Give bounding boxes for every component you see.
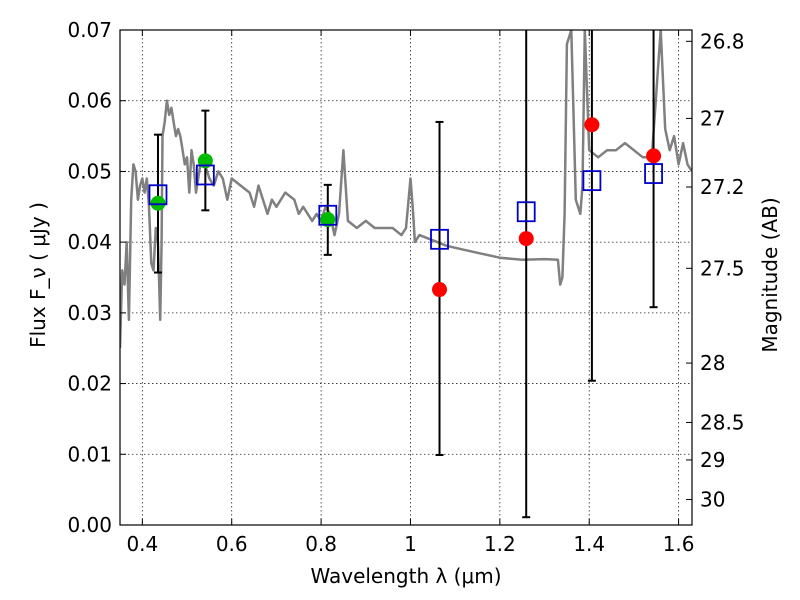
plot-frame — [119, 29, 693, 526]
model-flux-square — [516, 201, 536, 223]
data-points-layer — [148, 117, 663, 298]
model-spectrum-line — [120, 30, 692, 349]
right-tick-label: 29 — [700, 448, 725, 472]
y-tick-label: 0.02 — [67, 372, 112, 396]
detected-flux-point — [150, 195, 166, 211]
right-tick-label: 26.8 — [700, 29, 745, 53]
y-tick-label: 0.05 — [67, 159, 112, 183]
x-tick-label: 1 — [404, 532, 417, 556]
model-spectrum-layer — [120, 30, 692, 349]
model-flux-square — [582, 170, 602, 192]
detected-flux-point — [320, 212, 336, 228]
grid-lines — [120, 30, 692, 525]
right-tick-label: 27.2 — [700, 175, 745, 199]
model-flux-square — [318, 204, 338, 226]
model-flux-square — [430, 228, 449, 250]
x-tick-label: 0.8 — [305, 532, 337, 556]
right-tick-label: 30 — [700, 488, 725, 512]
y-tick-label: 0.01 — [67, 442, 112, 466]
x-tick-label: 0.4 — [126, 532, 158, 556]
y-tick-label: 0.03 — [67, 301, 112, 325]
model-flux-square — [195, 164, 215, 186]
x-tick-label: 1.2 — [484, 532, 516, 556]
x-axis-title: Wavelength λ (μm) — [310, 564, 501, 588]
upper-flux-point — [584, 117, 600, 133]
upper-flux-point — [646, 148, 662, 164]
upper-flux-point — [432, 282, 448, 298]
right-tick-label: 28.5 — [700, 410, 745, 434]
axis-ticks — [120, 29, 692, 526]
model-flux-square — [148, 184, 168, 206]
error-bars-layer — [153, 30, 658, 519]
y-tick-label: 0.07 — [67, 18, 112, 42]
right-axis-title: Magnitude (AB) — [758, 197, 782, 352]
upper-flux-point — [518, 231, 534, 247]
y-tick-label: 0.06 — [67, 89, 112, 113]
y-tick-label: 0.04 — [67, 230, 112, 254]
x-tick-label: 0.6 — [216, 532, 248, 556]
y-tick-label: 0.00 — [67, 513, 112, 537]
right-tick-label: 27.5 — [700, 256, 745, 280]
model-flux-square — [644, 163, 663, 184]
y-axis-title: Flux F_ν ( μJy ) — [26, 202, 50, 348]
x-tick-label: 1.6 — [663, 532, 695, 556]
x-tick-label: 1.4 — [573, 532, 605, 556]
right-tick-label: 27 — [700, 106, 725, 130]
right-tick-label: 28 — [700, 351, 725, 375]
tick-labels: 0.4 0.6 0.8 1 1.2 1.4 1.6 0.00 0.01 0.02 0.03 0.04 0… — [67, 18, 744, 556]
